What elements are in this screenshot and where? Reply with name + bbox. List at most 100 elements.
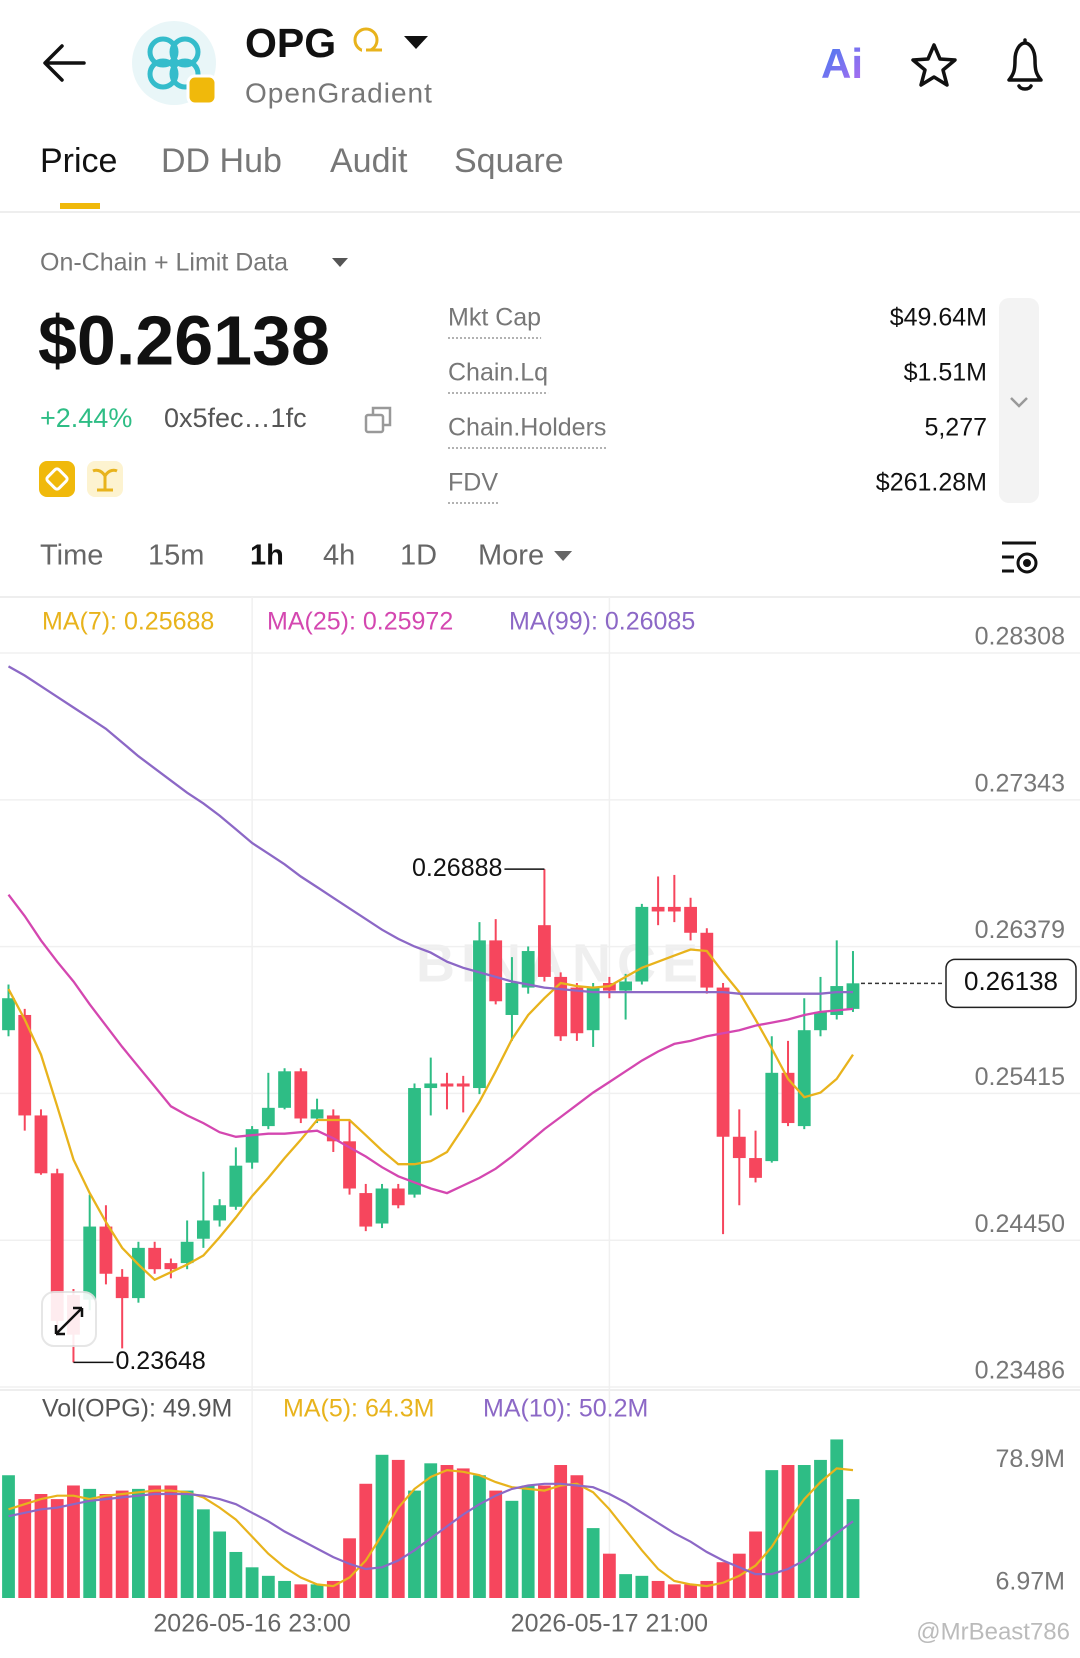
volume-bar xyxy=(765,1470,779,1598)
stat-label[interactable]: Chain.Holders xyxy=(448,414,606,442)
candle-body xyxy=(424,1083,438,1089)
ma-line xyxy=(7,894,854,1195)
candle-body xyxy=(196,1220,210,1239)
y-tick-label: 0.28308 xyxy=(975,623,1065,651)
volume-bar xyxy=(716,1562,730,1598)
candle-body xyxy=(456,1083,470,1087)
candle-body xyxy=(2,998,15,1031)
volume-bar xyxy=(278,1580,291,1598)
candle-body xyxy=(570,987,584,1034)
volume-bar xyxy=(619,1574,633,1598)
volume-bar xyxy=(132,1488,145,1598)
volume-bar xyxy=(229,1551,243,1598)
stat-label[interactable]: Mkt Cap xyxy=(448,304,541,332)
stat-label[interactable]: FDV xyxy=(448,469,498,497)
volume-bar xyxy=(294,1584,308,1598)
volume-bar xyxy=(359,1483,373,1598)
price: $0.26138 xyxy=(38,301,330,379)
candle-body xyxy=(310,1109,324,1119)
y-tick-label: 0.24450 xyxy=(975,1210,1065,1238)
stats-expand[interactable] xyxy=(999,298,1039,503)
x-tick-label: 2026-05-16 23:00 xyxy=(153,1610,350,1638)
favorite-button[interactable] xyxy=(911,43,957,87)
source-dropdown[interactable] xyxy=(332,258,348,267)
candle-body xyxy=(651,906,665,912)
interval[interactable]: 1h xyxy=(250,540,284,572)
tab[interactable]: Audit xyxy=(330,142,408,180)
ma-line xyxy=(7,665,853,995)
volume-bar xyxy=(635,1575,649,1598)
volume-bar xyxy=(781,1465,795,1598)
volume-bar xyxy=(684,1584,697,1598)
volume-bar xyxy=(602,1553,616,1598)
price-change: +2.44% xyxy=(40,403,132,433)
ma-legend: MA(7): 0.25688 xyxy=(42,608,214,636)
x-tick-label: 2026-05-17 21:00 xyxy=(511,1610,708,1638)
volume-ma-line xyxy=(8,1467,854,1588)
volume-bar xyxy=(180,1490,194,1598)
volume-bar xyxy=(408,1490,421,1598)
volume-bar xyxy=(846,1499,860,1598)
token-symbol: OPG xyxy=(245,20,336,66)
tab-indicator xyxy=(60,203,100,209)
candle-body xyxy=(148,1247,162,1270)
data-source[interactable]: On-Chain + Limit Data xyxy=(40,249,288,277)
volume-bar xyxy=(814,1459,827,1598)
candle-body xyxy=(34,1115,48,1174)
candle-body xyxy=(473,940,486,1089)
interval[interactable]: 4h xyxy=(323,540,355,572)
volume-bar xyxy=(261,1575,275,1598)
interval[interactable]: 15m xyxy=(148,540,204,572)
stat-value: 5,277 xyxy=(924,414,987,442)
volume-bar xyxy=(375,1454,389,1598)
volume-ma-legend: MA(10): 50.2M xyxy=(483,1395,648,1423)
back-button[interactable] xyxy=(43,44,86,82)
tab[interactable]: Price xyxy=(40,142,117,180)
volume-bar xyxy=(586,1528,600,1598)
volume-legend: Vol(OPG): 49.9M xyxy=(42,1395,232,1423)
chart-settings[interactable] xyxy=(1002,541,1038,574)
volume-bar xyxy=(245,1567,259,1598)
volume-tick-label: 78.9M xyxy=(996,1445,1065,1473)
sprout-badge xyxy=(87,461,123,497)
interval-dropdown[interactable] xyxy=(554,551,573,561)
candle-body xyxy=(521,951,535,988)
candle-body xyxy=(781,1072,795,1124)
volume-ma-legend: MA(5): 64.3M xyxy=(283,1395,434,1423)
token-name: OpenGradient xyxy=(245,77,433,108)
candle-body xyxy=(619,981,633,991)
interval[interactable]: Time xyxy=(40,540,103,572)
expand-button[interactable] xyxy=(41,1291,97,1347)
contract-address: 0x5fec…1fc xyxy=(164,403,307,433)
copy-button[interactable] xyxy=(364,406,392,434)
ma-line xyxy=(7,948,854,1282)
ma-legend: MA(99): 0.26085 xyxy=(509,608,695,636)
ma-legend: MA(25): 0.25972 xyxy=(267,608,453,636)
volume-bar xyxy=(83,1488,97,1598)
volume-bar xyxy=(651,1580,665,1598)
token-logo xyxy=(132,21,218,106)
candle-body xyxy=(586,987,600,1031)
candle-body xyxy=(667,906,681,912)
candle-body xyxy=(391,1188,405,1206)
interval[interactable]: 1D xyxy=(400,540,437,572)
volume-bar xyxy=(18,1499,32,1598)
alert-button[interactable] xyxy=(1007,38,1043,91)
candle-body xyxy=(749,1158,762,1178)
volume-ma-line xyxy=(8,1482,854,1576)
candle-body xyxy=(99,1226,113,1274)
volume-bar xyxy=(34,1494,48,1598)
tab[interactable]: DD Hub xyxy=(161,142,282,180)
interval[interactable]: More xyxy=(478,540,544,572)
token-dropdown[interactable] xyxy=(404,36,428,49)
low-annotation: 0.23648 xyxy=(115,1347,205,1375)
volume-tick-label: 6.97M xyxy=(996,1568,1065,1596)
stat-label[interactable]: Chain.Lq xyxy=(448,359,548,387)
tab[interactable]: Square xyxy=(454,142,564,180)
candle-body xyxy=(797,1030,811,1127)
candle-body xyxy=(164,1263,178,1270)
candle-body xyxy=(115,1276,129,1299)
candle-body xyxy=(343,1141,356,1189)
ai-button[interactable]: Ai xyxy=(821,40,863,87)
volume-bar xyxy=(115,1490,129,1598)
